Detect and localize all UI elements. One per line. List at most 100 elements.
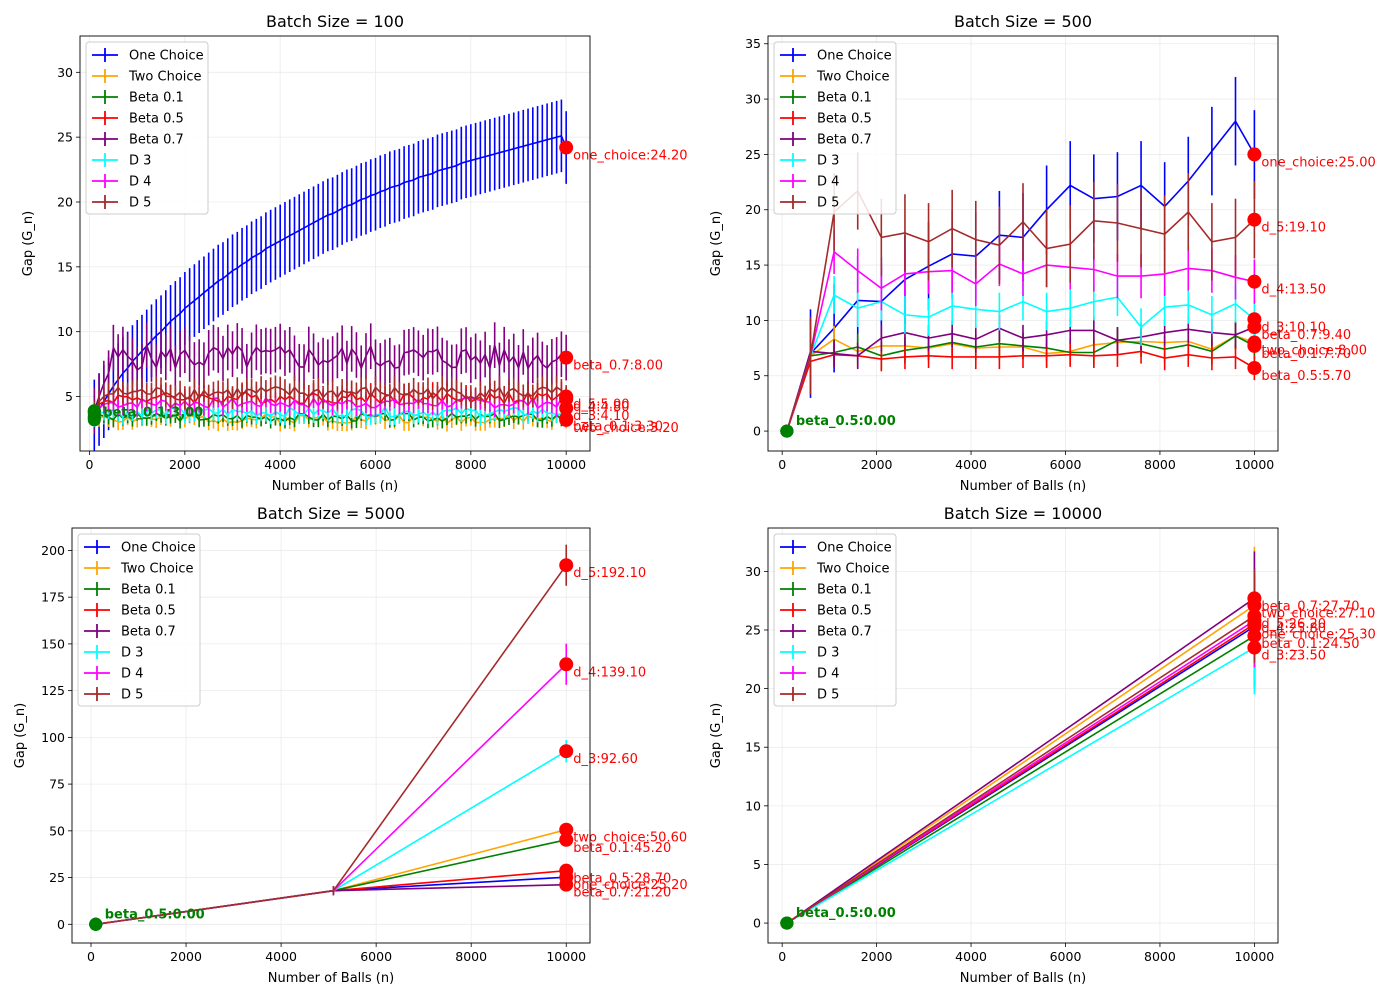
legend-label: One Choice [121, 541, 196, 556]
series-line [93, 396, 567, 414]
end-annotation: d_5:192.10 [573, 566, 646, 581]
axes-frame [71, 527, 591, 944]
series-line [786, 250, 1255, 432]
x-tick-label: 10000 [1235, 457, 1275, 472]
y-tick-label: 25 [57, 130, 73, 145]
y-tick-label: 125 [41, 683, 65, 698]
legend-item: Beta 0.1 [780, 582, 872, 598]
end-annotation: beta_0.1:7.70 [1261, 347, 1351, 362]
x-tick-label: 4000 [955, 949, 987, 964]
legend-item: D 4 [92, 174, 151, 190]
y-tick-label: 0 [57, 917, 65, 932]
end-annotation: beta_0.1:24.50 [1261, 637, 1359, 652]
x-tick-label: 6000 [1050, 949, 1082, 964]
end-marker [1247, 312, 1262, 327]
legend-label: D 4 [817, 667, 839, 682]
end-annotation: d_4:4.80 [573, 400, 629, 415]
series-d-3 [95, 739, 568, 926]
series-line [786, 615, 1255, 924]
legend-item: One Choice [780, 48, 892, 64]
y-tick-label: 5 [65, 389, 73, 404]
end-marker [1247, 212, 1262, 227]
y-tick-label: 0 [753, 916, 761, 931]
legend-label: D 5 [817, 688, 839, 703]
axes-frame [767, 35, 1279, 452]
end-marker [1247, 147, 1262, 162]
x-tick-label: 2000 [169, 457, 201, 472]
series-line [95, 750, 567, 926]
start-marker [89, 917, 103, 931]
end-marker [559, 832, 574, 847]
end-annotation: one_choice:25.20 [573, 878, 687, 893]
end-annotation: beta_0.7:21.20 [573, 886, 671, 901]
x-tick-label: 4000 [264, 457, 296, 472]
end-annotation: beta_0.5:28.70 [573, 872, 671, 887]
legend-item: D 5 [84, 687, 143, 703]
chart-title: Batch Size = 500 [954, 12, 1092, 31]
y-tick-label: 175 [41, 590, 65, 605]
legend-item: D 4 [780, 174, 839, 190]
end-annotation: d_4:13.50 [1261, 283, 1326, 298]
x-tick-label: 8000 [1144, 949, 1176, 964]
series-line [93, 412, 567, 423]
legend-item: Beta 0.5 [780, 111, 872, 127]
end-marker [1247, 274, 1262, 289]
x-tick-label: 10000 [546, 457, 586, 472]
series-line [786, 597, 1255, 924]
end-annotation: d_3:92.60 [573, 752, 638, 767]
legend-label: Two Choice [816, 70, 890, 85]
end-marker [559, 411, 574, 426]
legend-box [773, 533, 897, 707]
series-one-choice [93, 99, 567, 451]
end-marker [1247, 591, 1262, 606]
legend-label: D 5 [129, 196, 151, 211]
y-tick-label: 20 [57, 195, 73, 210]
legend-item: D 3 [780, 153, 839, 169]
y-tick-label: 30 [745, 92, 761, 107]
end-annotation: d_4:139.10 [573, 665, 646, 680]
y-tick-label: 25 [49, 870, 65, 885]
y-tick-label: 15 [57, 259, 73, 274]
y-tick-label: 10 [745, 798, 761, 813]
legend-label: Beta 0.7 [817, 625, 872, 640]
end-marker [559, 822, 574, 837]
end-annotation: one_choice:25.00 [1261, 155, 1375, 170]
plot-area [780, 76, 1262, 438]
legend-label: Beta 0.5 [129, 112, 184, 127]
end-marker [559, 558, 574, 573]
y-tick-label: 15 [745, 258, 761, 273]
legend-label: One Choice [817, 49, 892, 64]
y-tick-label: 15 [745, 740, 761, 755]
x-tick-label: 8000 [455, 457, 487, 472]
x-tick-label: 6000 [360, 949, 392, 964]
end-annotation: beta_0.5:5.70 [1261, 369, 1351, 384]
series-line [93, 342, 567, 412]
chart-title: Batch Size = 10000 [944, 504, 1102, 523]
legend-label: Beta 0.1 [817, 91, 872, 106]
series-d-3 [786, 276, 1256, 432]
y-tick-label: 0 [753, 424, 761, 439]
plot-area [87, 99, 574, 451]
x-tick-label: 8000 [1144, 457, 1176, 472]
legend-label: D 3 [817, 646, 839, 661]
legend-item: One Choice [92, 48, 204, 64]
x-tick-label: 4000 [955, 457, 987, 472]
y-tick-label: 30 [745, 564, 761, 579]
legend: One Choice Two Choice Beta 0.1 Beta 0.5 Beta… [773, 41, 897, 215]
x-tick-label: 2000 [861, 949, 893, 964]
end-marker [1247, 628, 1262, 643]
start-marker [780, 916, 794, 930]
legend-item: Beta 0.1 [84, 582, 176, 598]
legend-label: One Choice [129, 49, 204, 64]
legend-label: Beta 0.7 [129, 133, 184, 148]
legend-item: D 3 [92, 153, 151, 169]
y-axis-label: Gap (G_n) [21, 211, 36, 276]
end-marker [1247, 361, 1262, 375]
legend-label: Two Choice [128, 70, 202, 85]
x-tick-label: 0 [87, 949, 95, 964]
legend-box [773, 41, 897, 215]
end-annotation: beta_0.7:27.70 [1261, 599, 1359, 614]
legend-box [85, 41, 209, 215]
y-tick-label: 75 [49, 777, 65, 792]
